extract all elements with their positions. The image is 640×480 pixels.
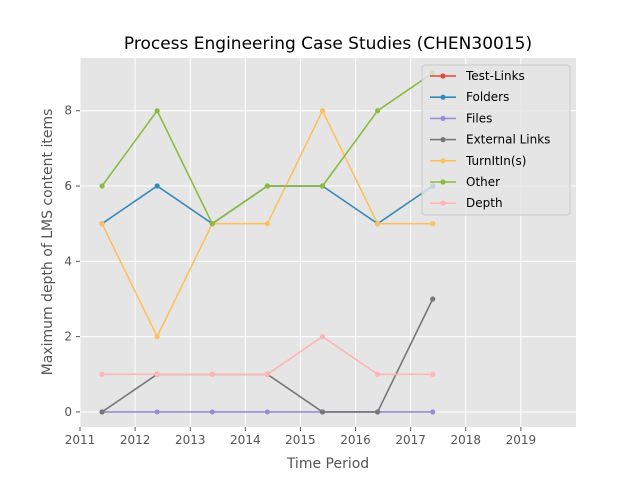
y-axis-label: Maximum depth of LMS content items [40,109,56,376]
data-point-depth [375,371,381,377]
legend-label-turnitin-s: TurnItIn(s) [465,154,526,168]
x-tick-label: 2015 [285,433,316,447]
data-point-other [319,183,326,189]
x-tick-label: 2012 [120,433,151,447]
data-point-external-links [99,409,105,415]
data-point-files [154,409,160,415]
data-point-other [209,221,215,227]
y-tick-label: 2 [64,330,72,344]
data-point-turnitin-s [319,108,326,114]
x-axis-ticks: 2011 2012 2013 2014 2015 2016 2017 2018 2019 [65,427,536,447]
data-point-turnitin-s [375,221,381,227]
x-axis-label: Time Period [286,456,369,472]
data-point-files [430,409,436,415]
legend-label-test-links: Test-Links [465,69,525,83]
x-tick-label: 2011 [65,433,96,447]
legend-label-external-links: External Links [466,133,550,147]
data-point-external-links [375,409,381,415]
legend-marker-external-links [440,137,446,143]
data-point-depth [154,371,160,377]
legend-marker-other [440,179,446,185]
data-point-depth [99,371,105,377]
x-tick-label: 2019 [506,433,537,447]
legend-label-files: Files [466,111,492,125]
data-point-turnitin-s [154,334,160,340]
data-point-depth [209,371,215,377]
data-point-depth [430,371,436,377]
data-point-other [154,108,160,114]
y-tick-label: 6 [64,179,72,193]
y-axis-ticks: 0 2 4 6 8 [64,104,80,419]
x-tick-label: 2013 [175,433,206,447]
data-point-folders [154,183,160,189]
data-point-turnitin-s [99,221,105,227]
data-point-files [209,409,215,415]
data-point-depth [319,334,326,340]
x-tick-label: 2016 [340,433,371,447]
legend-label-other: Other [466,175,500,189]
legend-box [421,64,571,216]
data-point-turnitin-s [264,221,270,227]
y-tick-label: 0 [64,405,72,419]
y-tick-label: 4 [64,254,72,268]
data-point-other [99,183,105,189]
legend-marker-test-links [440,73,446,79]
series-layer [99,70,436,415]
data-point-external-links [430,296,436,302]
data-point-other [375,108,381,114]
y-tick-label: 8 [64,104,72,118]
chart-title: Process Engineering Case Studies (CHEN30… [124,34,532,54]
data-point-turnitin-s [430,221,436,227]
legend-marker-folders [440,94,446,100]
legend-marker-files [440,115,446,121]
legend-label-folders: Folders [466,90,509,104]
x-tick-label: 2017 [395,433,426,447]
x-tick-label: 2014 [230,433,261,447]
data-point-other [264,183,270,189]
legend: Test-Links Folders Files External Links Turn… [421,64,571,216]
data-point-files [264,409,270,415]
legend-marker-turnitin-s [440,158,446,164]
data-point-external-links [319,409,326,415]
legend-marker-depth [440,200,446,206]
x-tick-label: 2018 [451,433,482,447]
data-point-depth [264,371,270,377]
legend-label-depth: Depth [466,196,503,210]
